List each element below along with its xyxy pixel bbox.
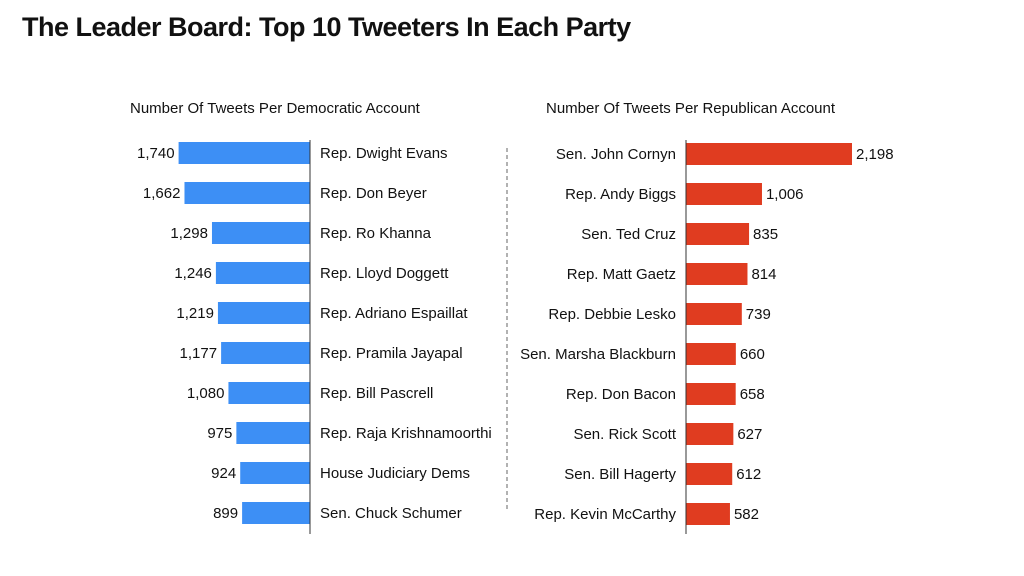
republican-account-label: Sen. Bill Hagerty — [564, 466, 676, 483]
democratic-bar — [178, 142, 310, 164]
republican-value-label: 612 — [736, 466, 761, 483]
democratic-account-label: Rep. Raja Krishnamoorthi — [320, 425, 492, 442]
republican-value-label: 2,198 — [856, 146, 894, 163]
democratic-bar — [217, 302, 310, 324]
democratic-value-label: 1,080 — [187, 385, 225, 402]
republican-account-label: Sen. Marsha Blackburn — [520, 346, 676, 363]
republican-bar — [686, 383, 736, 405]
democratic-value-label: 1,740 — [137, 145, 175, 162]
republican-value-label: 627 — [737, 426, 762, 443]
democratic-account-label: Rep. Pramila Jayapal — [320, 345, 463, 362]
republican-account-label: Sen. Ted Cruz — [581, 226, 676, 243]
republican-value-label: 835 — [753, 226, 778, 243]
republican-bar — [686, 183, 762, 205]
republican-account-label: Rep. Kevin McCarthy — [534, 506, 676, 523]
democratic-value-label: 899 — [213, 505, 238, 522]
democratic-account-label: Rep. Lloyd Doggett — [320, 265, 449, 282]
republican-value-label: 582 — [734, 506, 759, 523]
democratic-account-label: Rep. Ro Khanna — [320, 225, 432, 242]
democratic-value-label: 1,177 — [180, 345, 218, 362]
democratic-value-label: 1,246 — [174, 265, 212, 282]
democratic-account-label: Rep. Adriano Espaillat — [320, 305, 468, 322]
democratic-value-label: 975 — [207, 425, 232, 442]
chart-title: The Leader Board: Top 10 Tweeters In Eac… — [22, 12, 631, 42]
republican-bar — [686, 263, 748, 285]
republican-value-label: 1,006 — [766, 186, 804, 203]
republican-bar — [686, 463, 733, 485]
republican-account-label: Sen. John Cornyn — [556, 146, 676, 163]
republican-bars: 2,198 Sen. John Cornyn 1,006 Rep. Andy Bigg… — [520, 143, 894, 525]
democratic-panel-title: Number Of Tweets Per Democratic Account — [130, 100, 420, 117]
democratic-bar — [215, 262, 310, 284]
democratic-bar — [236, 422, 310, 444]
republican-value-label: 739 — [746, 306, 771, 323]
democratic-bars: 1,740 Rep. Dwight Evans 1,662 Rep. Don Beye… — [137, 142, 492, 524]
democratic-account-label: Rep. Bill Pascrell — [320, 385, 433, 402]
democratic-account-label: Rep. Dwight Evans — [320, 145, 448, 162]
republican-bar — [686, 143, 852, 165]
democratic-value-label: 1,662 — [143, 185, 181, 202]
republican-value-label: 658 — [740, 386, 765, 403]
republican-panel-title: Number Of Tweets Per Republican Account — [546, 100, 836, 117]
republican-account-label: Rep. Debbie Lesko — [548, 306, 676, 323]
republican-bar — [686, 423, 734, 445]
republican-bar — [686, 303, 742, 325]
republican-bar — [686, 223, 750, 245]
democratic-bar — [221, 342, 310, 364]
republican-account-label: Rep. Matt Gaetz — [567, 266, 676, 283]
democratic-account-label: House Judiciary Dems — [320, 465, 470, 482]
democratic-bar — [240, 462, 310, 484]
democratic-value-label: 924 — [211, 465, 236, 482]
republican-account-label: Rep. Andy Biggs — [565, 186, 676, 203]
republican-account-label: Sen. Rick Scott — [573, 426, 676, 443]
republican-account-label: Rep. Don Bacon — [566, 386, 676, 403]
democratic-account-label: Rep. Don Beyer — [320, 185, 427, 202]
democratic-bar — [184, 182, 310, 204]
democratic-account-label: Sen. Chuck Schumer — [320, 505, 462, 522]
republican-bar — [686, 343, 736, 365]
democratic-bar — [228, 382, 310, 404]
democratic-value-label: 1,219 — [176, 305, 214, 322]
democratic-bar — [242, 502, 310, 524]
democratic-bar — [211, 222, 310, 244]
democratic-value-label: 1,298 — [170, 225, 208, 242]
republican-value-label: 814 — [751, 266, 776, 283]
republican-bar — [686, 503, 730, 525]
republican-value-label: 660 — [740, 346, 765, 363]
